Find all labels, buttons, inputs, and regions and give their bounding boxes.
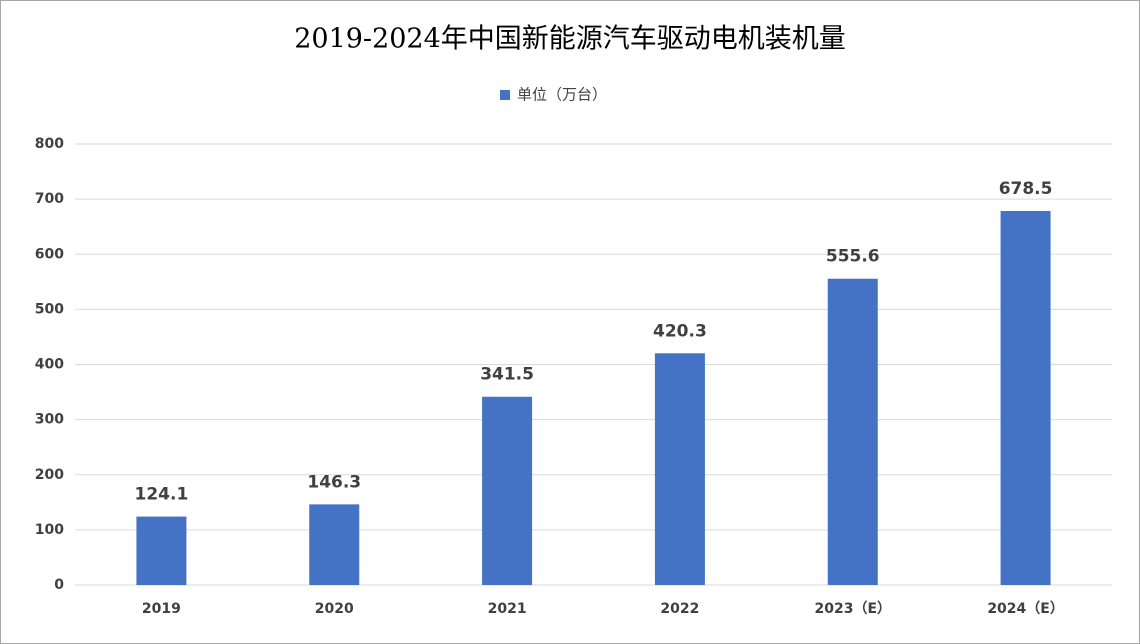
x-tick-label: 2023（E） xyxy=(814,601,891,617)
x-tick-label: 2024（E） xyxy=(987,601,1064,617)
y-tick-label: 100 xyxy=(35,522,64,538)
legend-swatch xyxy=(500,90,510,100)
value-label: 341.5 xyxy=(480,365,534,385)
x-tick-label: 2019 xyxy=(142,601,181,617)
bar xyxy=(827,278,878,585)
chart-title: 2019-2024年中国新能源汽车驱动电机装机量 xyxy=(294,24,846,55)
y-tick-label: 400 xyxy=(35,357,64,373)
y-tick-label: 300 xyxy=(35,412,64,428)
bar xyxy=(136,516,187,585)
y-tick-label: 800 xyxy=(35,136,64,152)
legend-label: 单位（万台） xyxy=(517,86,607,104)
value-label: 146.3 xyxy=(307,472,361,492)
bar xyxy=(1000,210,1051,585)
y-tick-label: 700 xyxy=(35,191,64,207)
x-tick-label: 2021 xyxy=(488,601,527,617)
x-tick-label: 2020 xyxy=(315,601,354,617)
value-label: 420.3 xyxy=(653,321,707,341)
bar xyxy=(654,353,705,585)
x-tick-label: 2022 xyxy=(660,601,699,617)
bar xyxy=(482,396,533,585)
y-tick-label: 500 xyxy=(35,301,64,317)
y-tick-label: 600 xyxy=(35,246,64,262)
value-label: 678.5 xyxy=(999,179,1053,199)
y-tick-label: 0 xyxy=(54,577,64,593)
bar xyxy=(309,504,360,585)
value-label: 124.1 xyxy=(135,485,189,505)
value-label: 555.6 xyxy=(826,247,880,267)
y-tick-label: 200 xyxy=(35,467,64,483)
